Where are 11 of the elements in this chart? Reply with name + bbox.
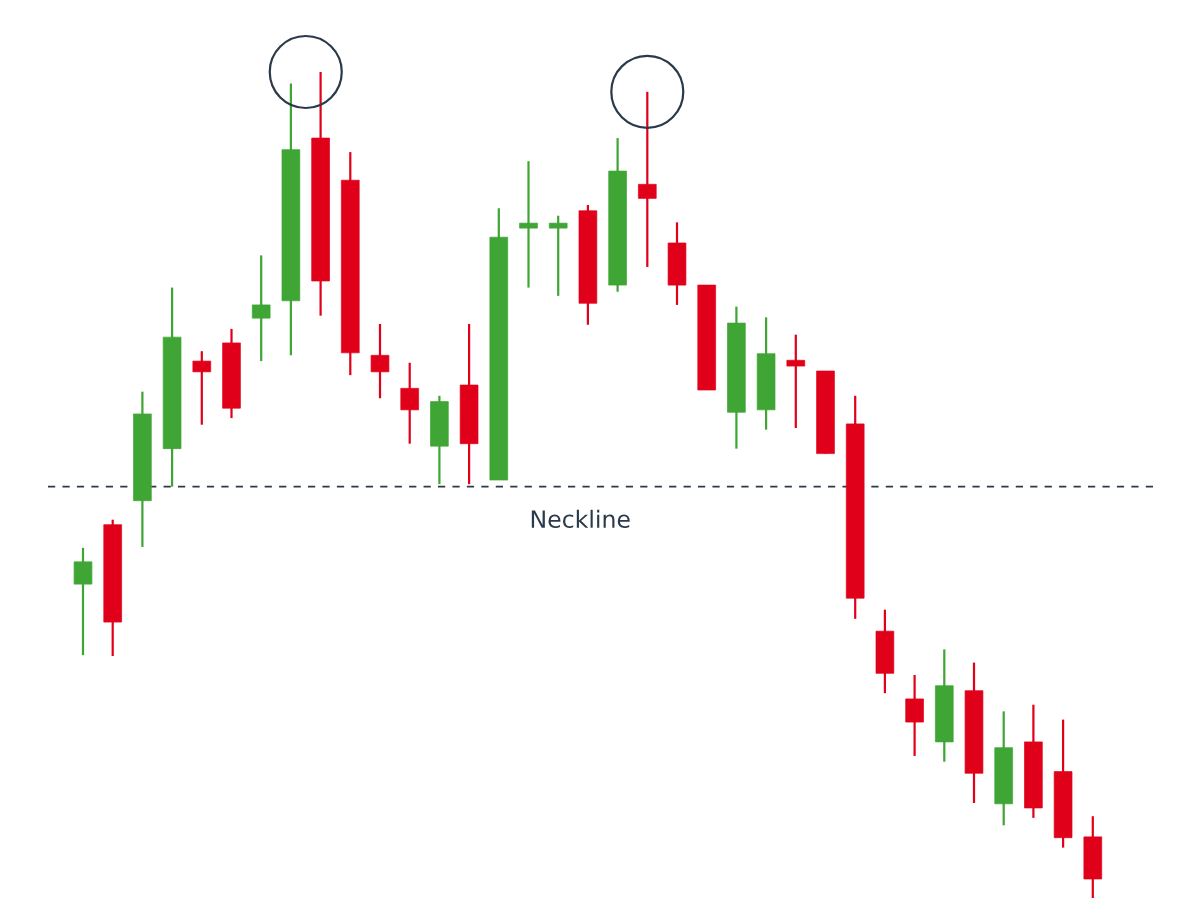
candlestick: [519, 160, 538, 289]
candlestick: [400, 361, 419, 445]
candlestick: [786, 333, 806, 430]
candlestick: [73, 546, 93, 657]
candlestick: [638, 90, 657, 269]
candlestick: [251, 254, 271, 363]
candlestick: [548, 214, 568, 297]
candlestick: [192, 350, 212, 426]
ref-line-label: Neckline: [531, 509, 630, 529]
candlestick: [370, 322, 390, 400]
candlestick: [905, 673, 924, 758]
